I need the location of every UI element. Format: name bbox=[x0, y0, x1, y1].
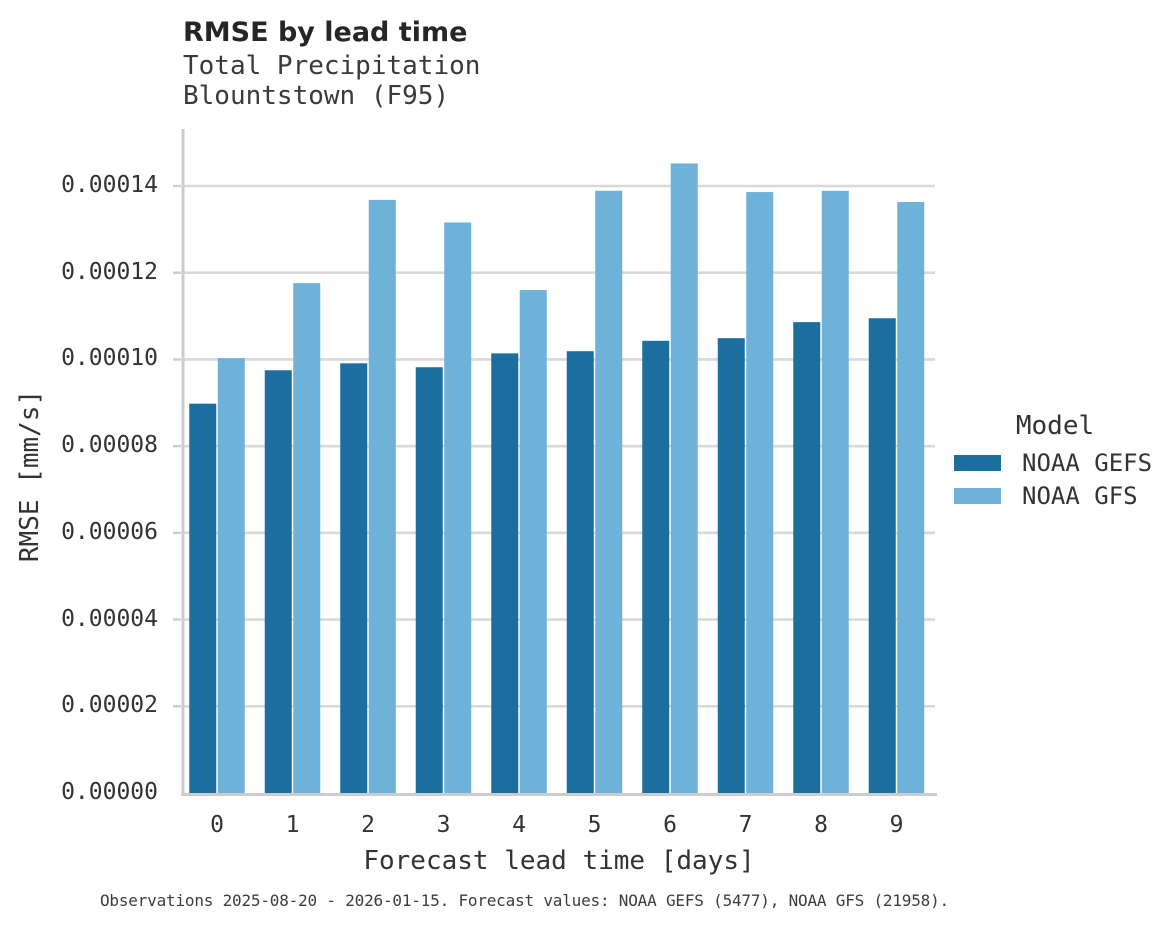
x-tick-label: 5 bbox=[587, 812, 602, 838]
y-tick-label: 0.00008 bbox=[61, 432, 158, 459]
bar-noaa-gefs-day-8 bbox=[793, 322, 821, 793]
chart-title: RMSE by lead time bbox=[183, 17, 468, 48]
bar-noaa-gefs-day-4 bbox=[491, 353, 519, 793]
legend-title: Model bbox=[1015, 411, 1095, 441]
chart-subtitle: Total Precipitation Blountstown (F95) bbox=[183, 51, 480, 111]
bar-noaa-gfs-day-4 bbox=[519, 290, 547, 793]
y-tick-label: 0.00002 bbox=[61, 692, 158, 719]
bar-noaa-gfs-day-1 bbox=[293, 283, 321, 793]
bar-noaa-gefs-day-6 bbox=[642, 340, 670, 793]
x-tick-label: 9 bbox=[889, 812, 904, 838]
legend-item-label: NOAA GFS bbox=[1022, 482, 1138, 510]
x-axis-label: Forecast lead time [days] bbox=[363, 846, 755, 876]
legend-item: NOAA GFS bbox=[948, 481, 1162, 511]
bar-noaa-gfs-day-3 bbox=[444, 222, 472, 794]
bar-noaa-gefs-day-3 bbox=[415, 367, 443, 793]
legend-items: NOAA GEFS NOAA GFS bbox=[948, 448, 1162, 511]
chart-subtitle-line-1: Total Precipitation bbox=[183, 51, 481, 81]
legend-swatch bbox=[954, 488, 1001, 504]
x-tick-label: 1 bbox=[285, 812, 300, 838]
bar-noaa-gfs-day-8 bbox=[821, 190, 849, 793]
legend-item: NOAA GEFS bbox=[948, 448, 1162, 478]
x-tick-label: 3 bbox=[436, 812, 451, 838]
bar-noaa-gefs-day-0 bbox=[189, 403, 217, 793]
y-tick-label: 0.00006 bbox=[61, 518, 158, 545]
x-tick-label: 4 bbox=[512, 812, 526, 838]
x-tick-label: 0 bbox=[210, 812, 224, 838]
y-tick-label: 0.00012 bbox=[61, 258, 158, 285]
bar-noaa-gfs-day-0 bbox=[217, 358, 245, 793]
bar-noaa-gfs-day-7 bbox=[746, 192, 774, 793]
bar-noaa-gfs-day-5 bbox=[595, 190, 623, 793]
x-tick-label: 7 bbox=[738, 812, 753, 838]
x-tick-label: 6 bbox=[663, 812, 677, 838]
y-tick-label: 0.00004 bbox=[61, 605, 158, 632]
y-axis-label: RMSE [mm/s] bbox=[15, 389, 45, 563]
bar-noaa-gfs-day-2 bbox=[368, 199, 396, 794]
y-tick-label: 0.00014 bbox=[61, 172, 158, 198]
bar-noaa-gfs-day-6 bbox=[670, 163, 698, 793]
x-tick-label: 8 bbox=[814, 812, 828, 838]
y-tick-label: 0.00000 bbox=[61, 779, 158, 805]
chart-subtitle-line-2: Blountstown (F95) bbox=[183, 81, 450, 111]
bar-noaa-gefs-day-2 bbox=[340, 363, 368, 793]
legend-item-label: NOAA GEFS bbox=[1022, 449, 1153, 477]
legend-swatch bbox=[954, 455, 1001, 471]
bar-noaa-gefs-day-9 bbox=[868, 318, 896, 793]
x-tick-label: 2 bbox=[361, 812, 375, 838]
bar-noaa-gefs-day-5 bbox=[566, 351, 594, 793]
bar-noaa-gfs-day-9 bbox=[897, 202, 925, 794]
bar-noaa-gefs-day-7 bbox=[717, 338, 745, 793]
chart-footer-note: Observations 2025-08-20 - 2026-01-15. Fo… bbox=[100, 891, 949, 910]
y-tick-label: 0.00010 bbox=[61, 345, 158, 372]
legend: Model NOAA GEFS NOAA GFS bbox=[948, 410, 1162, 514]
bar-noaa-gefs-day-1 bbox=[264, 370, 292, 793]
